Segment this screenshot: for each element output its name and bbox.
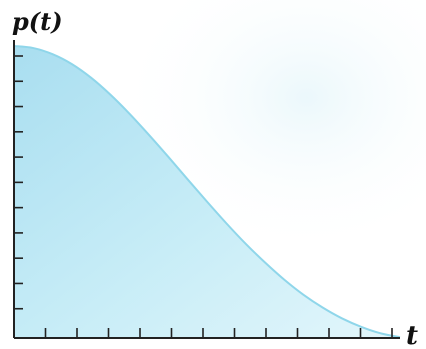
ticks-layer (14, 55, 393, 338)
series-line (13, 45, 401, 339)
axes-layer (13, 40, 400, 339)
x-axis-label: t (406, 321, 418, 349)
area-fill (14, 46, 400, 338)
y-axis-label: p(t) (12, 7, 63, 36)
area-layer (13, 45, 401, 339)
